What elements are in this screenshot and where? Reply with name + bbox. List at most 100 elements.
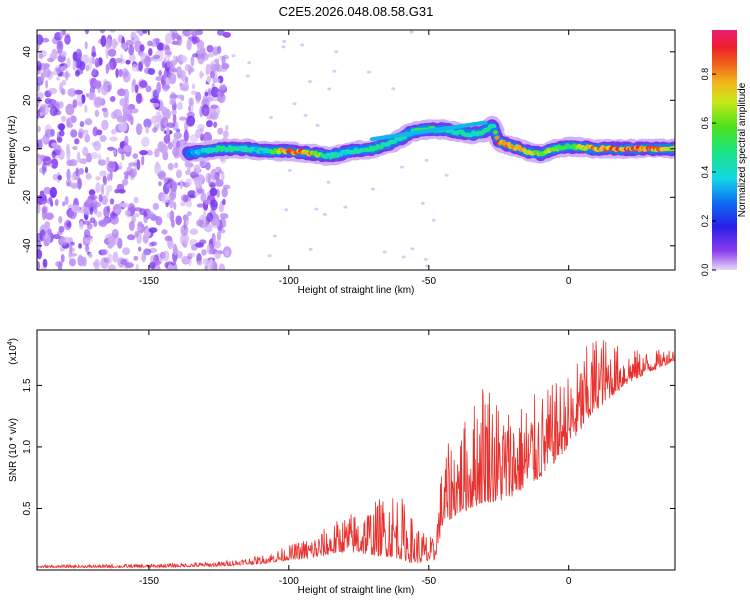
noise-blob — [83, 129, 89, 135]
noise-blob — [99, 170, 107, 177]
noise-blob — [127, 234, 136, 241]
noise-blob — [219, 228, 226, 234]
noise-blob — [37, 70, 43, 75]
noise-blob — [334, 50, 339, 54]
noise-blob — [218, 263, 226, 270]
noise-blob — [180, 55, 188, 63]
noise-blob — [82, 146, 89, 157]
noise-blob — [219, 213, 229, 219]
noise-blob — [59, 236, 68, 246]
noise-blob — [150, 241, 158, 246]
noise-blob — [201, 249, 207, 256]
noise-blob — [93, 140, 102, 152]
noise-blob — [282, 40, 287, 43]
noise-blob — [59, 30, 64, 39]
noise-blob — [40, 37, 50, 43]
colorbar-tick-label: 0.6 — [700, 117, 710, 130]
noise-blob — [71, 204, 80, 213]
noise-blob — [225, 249, 230, 257]
noise-blob — [161, 229, 168, 235]
noise-blob — [37, 203, 41, 214]
noise-blob — [326, 180, 331, 184]
noise-blob — [195, 164, 200, 174]
noise-blob — [58, 225, 65, 233]
noise-blob — [124, 210, 131, 216]
noise-blob — [38, 49, 47, 58]
noise-blob — [72, 99, 78, 108]
noise-blob — [219, 83, 227, 91]
noise-blob — [171, 31, 176, 41]
noise-blob — [195, 242, 204, 248]
colorbar-tick-label: 0.0 — [700, 264, 710, 277]
snr-y-axis: 0.5 1.0 1.5 — [22, 378, 675, 515]
noise-blob — [173, 132, 182, 140]
noise-blob — [107, 253, 113, 265]
heatmap-frame — [36, 29, 676, 271]
noise-blob — [192, 53, 199, 58]
noise-blob — [120, 202, 129, 208]
noise-blob — [181, 69, 186, 82]
noise-blob — [217, 127, 224, 135]
noise-blob — [193, 36, 200, 44]
noise-blob — [197, 124, 205, 130]
noise-blob — [111, 38, 118, 49]
noise-blob — [43, 186, 51, 195]
noise-blob — [37, 125, 41, 133]
noise-blob — [231, 54, 236, 58]
noise-blob — [209, 111, 219, 120]
noise-blob — [135, 93, 142, 104]
noise-blob — [116, 183, 125, 192]
noise-blob — [41, 206, 48, 214]
noise-blob — [221, 171, 225, 181]
noise-blob — [431, 218, 436, 222]
noise-blob — [101, 119, 109, 131]
noise-blob — [69, 159, 78, 167]
noise-blob — [37, 261, 41, 270]
colorbar-tick-label: 0.2 — [700, 215, 710, 228]
noise-blob — [113, 109, 122, 119]
noise-blob — [123, 144, 132, 153]
noise-blob — [131, 63, 138, 72]
noise-blob — [109, 96, 116, 102]
noise-blob — [44, 212, 54, 220]
noise-blob — [37, 42, 40, 52]
noise-blob — [160, 117, 169, 129]
y-tick-label: -20 — [22, 190, 33, 205]
noise-blob — [60, 115, 67, 122]
snr-x-axis: -150 -100 -50 0 — [139, 330, 572, 587]
noise-blob — [135, 123, 143, 136]
noise-blob — [161, 106, 168, 114]
noise-blob — [100, 183, 105, 195]
noise-blob — [108, 161, 116, 169]
noise-blob — [133, 196, 139, 204]
noise-blob — [69, 115, 77, 124]
noise-blob — [109, 30, 116, 33]
noise-blob — [154, 260, 161, 266]
noise-blob — [420, 201, 425, 205]
noise-blob — [115, 57, 123, 64]
noise-blob — [37, 139, 43, 150]
noise-blob — [59, 123, 65, 131]
noise-blob — [84, 166, 89, 174]
noise-blob — [85, 173, 92, 180]
noise-blob — [77, 177, 82, 190]
noise-blob — [143, 118, 152, 129]
noise-blob — [169, 210, 175, 222]
noise-blob — [315, 123, 320, 127]
noise-blob — [444, 173, 449, 177]
noise-blob — [206, 44, 214, 53]
noise-blob — [93, 80, 102, 89]
noise-blob — [272, 234, 277, 238]
noise-blob — [66, 168, 71, 181]
noise-blob — [64, 195, 69, 206]
noise-blob — [65, 178, 72, 187]
noise-blob — [67, 88, 77, 97]
noise-blob — [303, 113, 308, 117]
noise-blob — [173, 202, 177, 210]
noise-blob — [96, 211, 103, 218]
noise-blob — [42, 67, 51, 78]
noise-blob — [161, 60, 165, 69]
spectrogram-panel: -150 -100 -50 0 -40 -20 0 20 40 Height of strai… — [7, 29, 748, 296]
noise-blob — [215, 166, 222, 171]
noise-blob — [219, 217, 227, 229]
